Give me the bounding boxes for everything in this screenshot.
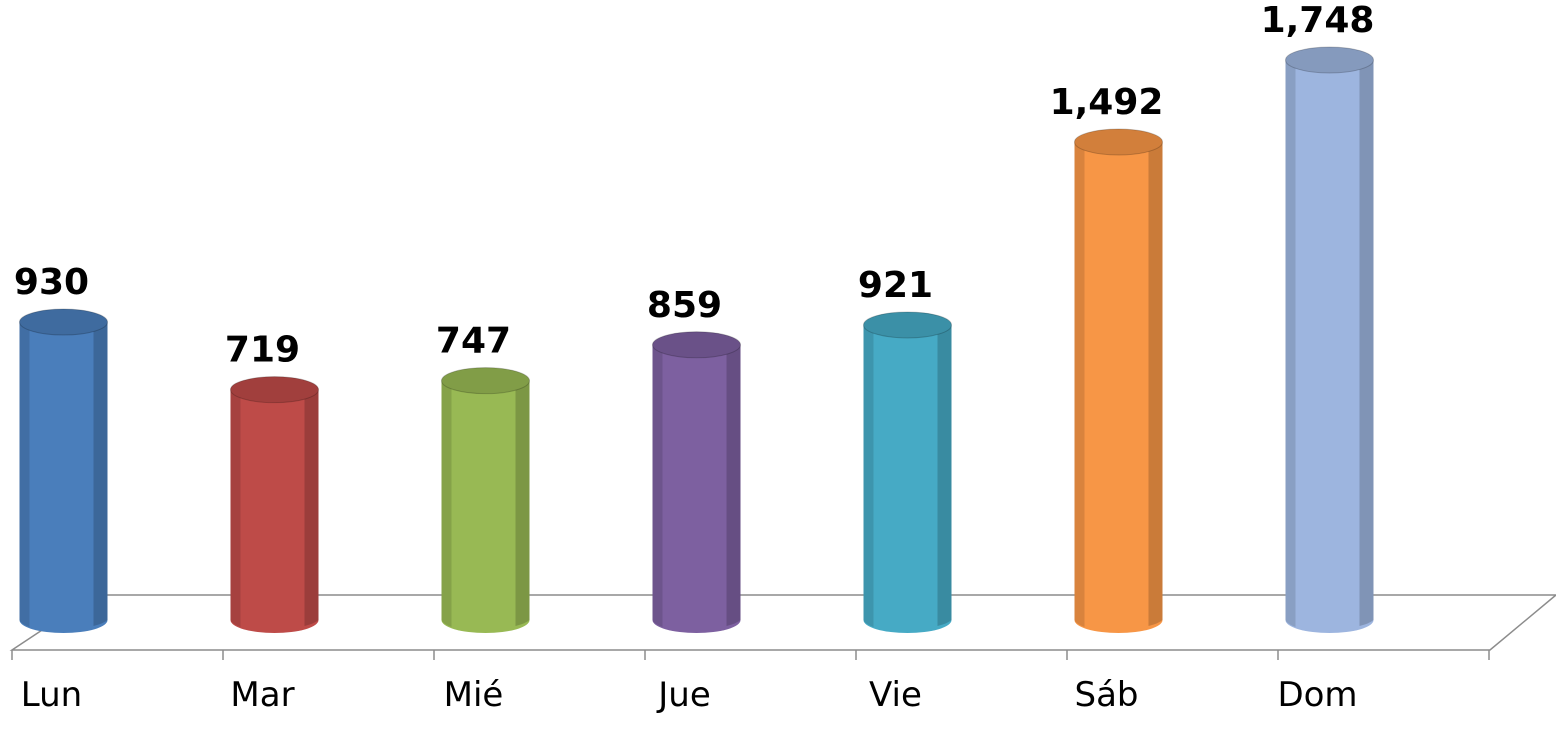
data-label: 719 <box>225 330 300 371</box>
data-label: 1,748 <box>1261 0 1375 41</box>
data-label: 921 <box>858 265 933 306</box>
data-label: 859 <box>647 285 722 326</box>
x-tick-label: Mié <box>444 675 504 715</box>
page: 930 Lun 719 Mar 747 Mié 859 Jue 921 Vie 1,492 Sáb 1,… <box>0 0 1556 729</box>
x-tick-label: Mar <box>230 675 294 715</box>
x-tick-label: Dom <box>1277 675 1357 715</box>
x-axis <box>12 650 1489 660</box>
data-label: 1,492 <box>1050 82 1164 123</box>
x-tick-label: Vie <box>869 675 922 715</box>
x-tick-label: Sáb <box>1075 675 1139 715</box>
x-tick-label: Jue <box>656 675 711 715</box>
chart: 930 Lun 719 Mar 747 Mié 859 Jue 921 Vie 1,492 Sáb 1,… <box>0 0 1556 729</box>
x-tick-label: Lun <box>21 675 82 715</box>
data-label: 930 <box>14 262 89 303</box>
data-label: 747 <box>436 321 511 362</box>
